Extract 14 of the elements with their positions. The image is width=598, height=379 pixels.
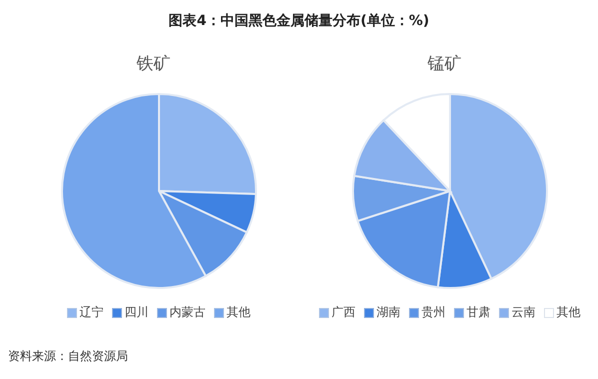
- legend-label: 辽宁: [78, 304, 104, 321]
- chart-title: 铁矿: [136, 53, 170, 76]
- legend-label: 四川: [124, 304, 148, 321]
- text: 图表4：中国黑色金属储量分布(单位：%): [168, 12, 430, 31]
- legend-label: 广西: [330, 304, 356, 321]
- legend-label: 内蒙古: [168, 304, 206, 321]
- chart-title: 锰矿: [428, 53, 462, 76]
- legend-label: 其他: [226, 304, 250, 321]
- legend-label: 云南: [510, 304, 536, 321]
- legend-label: 贵州: [420, 304, 446, 321]
- text: 资料来源：自然资源局: [8, 348, 128, 365]
- legend-label: 甘肃: [466, 304, 490, 321]
- legend-label: 湖南: [376, 304, 400, 321]
- legend-label: 其他: [556, 304, 580, 321]
